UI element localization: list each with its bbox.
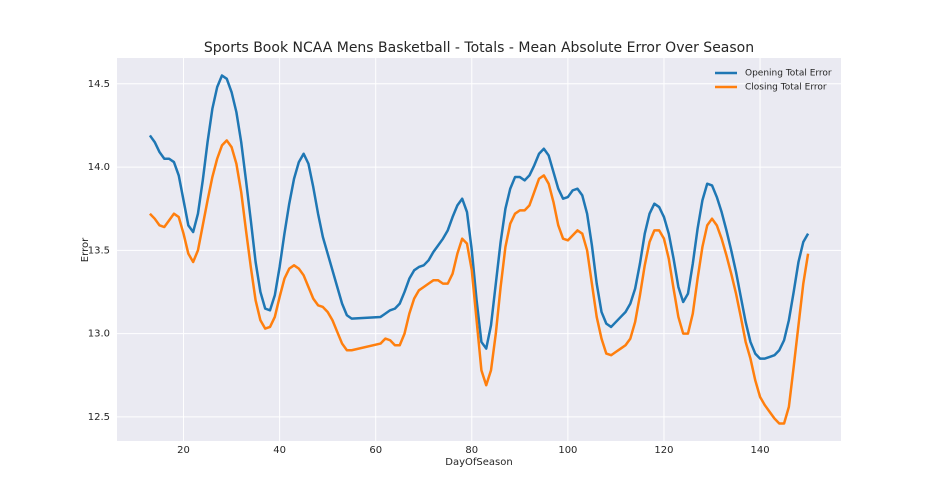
y-tick-label: 14.5 [88, 79, 110, 90]
x-tick-label: 60 [369, 445, 382, 456]
series-line [148, 74, 810, 360]
x-tick-label: 100 [558, 445, 577, 456]
y-tick-label: 13.0 [88, 329, 110, 340]
x-tick-label: 120 [654, 445, 673, 456]
chart-title: Sports Book NCAA Mens Basketball - Total… [204, 40, 754, 56]
y-tick-label: 12.5 [88, 412, 110, 423]
series-line [149, 139, 810, 425]
y-tick-label: 14.0 [88, 162, 110, 173]
y-axis-label: Error [80, 237, 91, 262]
plot-area [117, 58, 841, 441]
legend-label: Closing Total Error [745, 83, 827, 93]
legend-label: Opening Total Error [745, 69, 832, 79]
x-tick-label: 20 [177, 445, 190, 456]
x-tick-label: 40 [273, 445, 286, 456]
x-tick-label: 80 [465, 445, 478, 456]
x-axis-label: DayOfSeason [445, 457, 512, 468]
x-tick-label: 140 [751, 445, 770, 456]
y-tick-label: 13.5 [88, 245, 110, 256]
